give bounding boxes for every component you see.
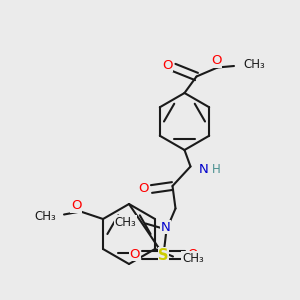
Text: O: O	[187, 248, 197, 261]
Text: N: N	[199, 163, 209, 176]
Text: O: O	[130, 248, 140, 261]
Text: O: O	[162, 58, 173, 72]
Text: N: N	[161, 220, 171, 234]
Text: O: O	[139, 182, 149, 196]
Text: CH₃: CH₃	[243, 58, 265, 71]
Text: CH₃: CH₃	[182, 251, 204, 265]
Text: CH₃: CH₃	[115, 215, 136, 229]
Text: O: O	[211, 54, 221, 68]
Text: CH₃: CH₃	[35, 209, 56, 223]
Text: O: O	[71, 199, 81, 212]
Text: S: S	[158, 248, 169, 262]
Text: H: H	[212, 163, 221, 176]
